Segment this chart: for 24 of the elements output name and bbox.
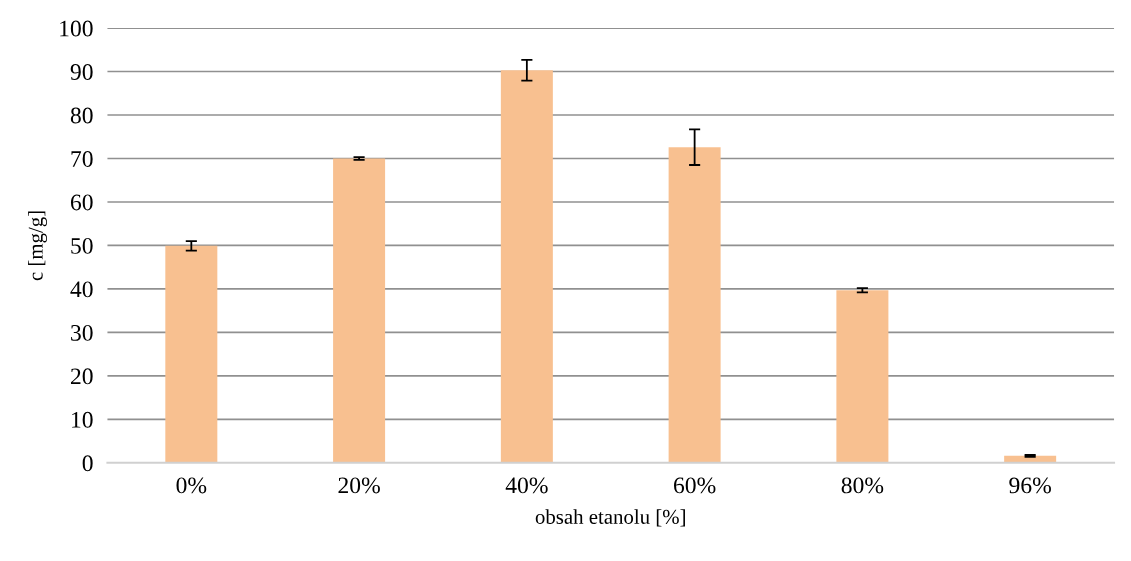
y-tick-label: 90 <box>70 64 93 80</box>
y-tick-label: 100 <box>60 20 93 37</box>
x-tick-label: 60% <box>674 477 716 494</box>
x-axis-title: obsah etanolu [%] <box>535 509 685 527</box>
y-tick-label: 30 <box>71 324 93 341</box>
x-tick-label: 96% <box>1009 477 1051 494</box>
y-tick-label: 80 <box>70 107 93 124</box>
bar <box>668 147 721 463</box>
bar <box>836 290 889 463</box>
y-tick-label: 0 <box>82 455 93 472</box>
y-tick-label: 60 <box>70 194 93 211</box>
y-tick-label: 20 <box>70 368 93 385</box>
bar <box>333 158 386 463</box>
y-tick-label: 50 <box>71 237 93 254</box>
y-axis-title: c [mg/g] <box>28 211 48 281</box>
y-tick-label: 40 <box>70 281 93 298</box>
y-tick-label: 70 <box>71 150 93 167</box>
y-tick-label: 10 <box>72 411 93 428</box>
x-tick-label: 40% <box>505 477 548 494</box>
x-tick-label: 80% <box>841 477 884 494</box>
bar <box>500 70 553 463</box>
x-tick-label: 20% <box>338 477 380 494</box>
bar <box>165 245 218 463</box>
x-tick-label: 0% <box>176 477 207 494</box>
